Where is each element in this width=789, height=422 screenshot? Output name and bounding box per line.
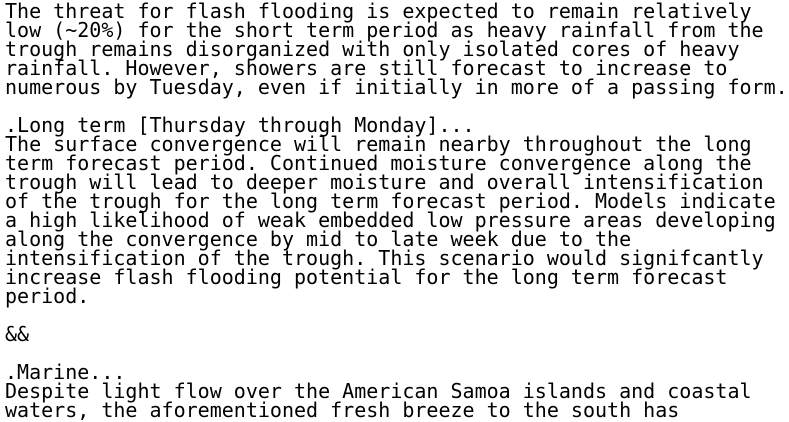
marine-heading: .Marine... [5, 360, 126, 384]
long-term-heading: .Long term [Thursday through Monday]... [5, 113, 475, 137]
section-separator: && [5, 322, 30, 346]
short-term-paragraph: The threat for flash flooding is expecte… [5, 0, 788, 99]
marine-paragraph: Despite light flow over the American Sam… [5, 379, 752, 422]
long-term-paragraph: The surface convergence will remain near… [5, 132, 776, 308]
